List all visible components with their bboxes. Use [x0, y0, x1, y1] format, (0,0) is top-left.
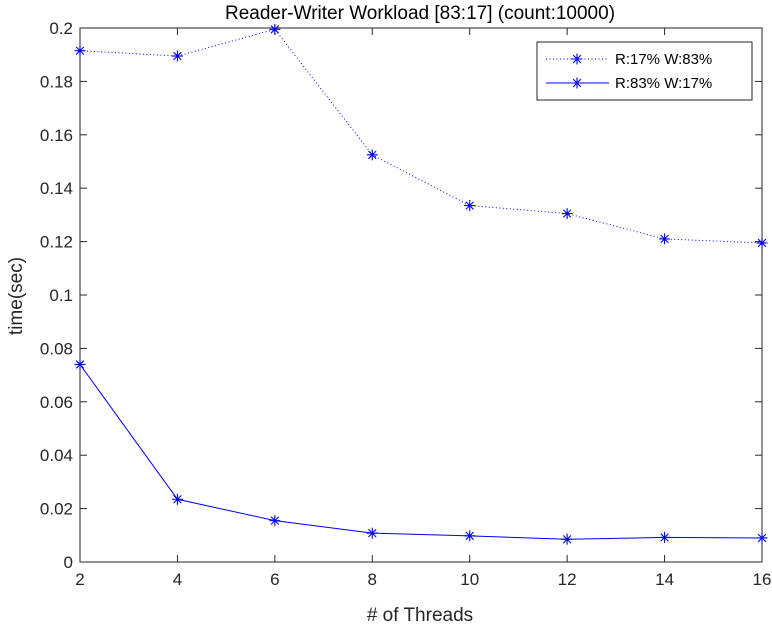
y-tick-label: 0.02 [40, 500, 73, 519]
series-layer [74, 23, 768, 545]
y-tick-label: 0.18 [40, 72, 73, 91]
x-tick-label: 16 [753, 570, 772, 589]
y-axis: 0 0.02 0.04 0.06 0.08 0.1 0.12 0.14 0.16 0.18 0.2 [40, 19, 762, 572]
x-axis: 2 4 6 8 10 12 14 16 [75, 28, 771, 589]
y-tick-label: 0.2 [49, 19, 73, 38]
data-point [269, 23, 281, 35]
data-point [366, 527, 378, 539]
x-tick-label: 6 [270, 570, 279, 589]
x-tick-label: 14 [655, 570, 674, 589]
data-point [171, 50, 183, 62]
data-point [561, 533, 573, 545]
x-tick-label: 10 [460, 570, 479, 589]
plot-area [79, 27, 763, 563]
data-point [464, 200, 476, 212]
data-point [561, 208, 573, 220]
data-point [756, 237, 768, 249]
legend-label: R:83% W:17% [615, 75, 712, 92]
y-tick-label: 0.12 [40, 233, 73, 252]
data-point [366, 149, 378, 161]
y-tick-label: 0 [64, 553, 73, 572]
data-point [464, 530, 476, 542]
series-2 [74, 358, 768, 545]
data-point [269, 515, 281, 527]
data-point [74, 45, 86, 57]
y-tick-label: 0.04 [40, 446, 73, 465]
legend-label: R:17% W:83% [615, 51, 712, 68]
y-tick-label: 0.14 [40, 179, 73, 198]
data-point [171, 493, 183, 505]
data-point [659, 531, 671, 543]
plot-frame [79, 27, 763, 563]
x-axis-title: # of Threads [367, 605, 473, 626]
y-axis-title: time(sec) [6, 257, 27, 335]
x-tick-label: 2 [75, 570, 84, 589]
data-point [756, 532, 768, 544]
legend-marker [571, 77, 583, 89]
legend-entry: R:17% W:83% [546, 51, 712, 68]
data-point [74, 358, 86, 370]
y-tick-label: 0.08 [40, 339, 73, 358]
legend-entry: R:83% W:17% [546, 75, 712, 92]
legend-box [536, 41, 753, 101]
chart-title: Reader-Writer Workload [83:17] (count:10… [225, 3, 615, 24]
x-tick-label: 12 [558, 570, 577, 589]
legend: R:17% W:83% R:83% W:17% [536, 41, 753, 101]
series-1 [74, 23, 768, 249]
x-tick-label: 8 [368, 570, 377, 589]
legend-marker [571, 53, 583, 65]
x-tick-label: 4 [173, 570, 182, 589]
y-tick-label: 0.1 [49, 286, 73, 305]
series-line [79, 364, 763, 540]
y-tick-label: 0.06 [40, 393, 73, 412]
data-point [659, 233, 671, 245]
y-tick-label: 0.16 [40, 126, 73, 145]
